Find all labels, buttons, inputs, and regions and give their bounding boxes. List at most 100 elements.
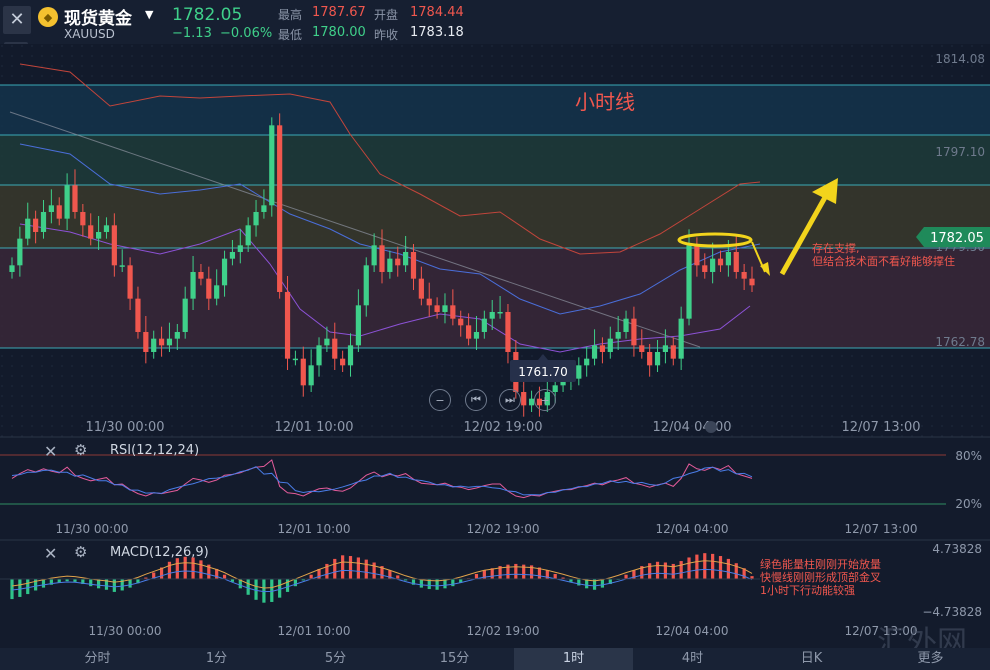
candle-body: [103, 225, 110, 232]
zoom-out-button[interactable]: −: [429, 389, 451, 411]
rsi-settings-icon[interactable]: ⚙: [74, 441, 88, 459]
macd-bar: [128, 579, 132, 588]
candle-body: [528, 398, 535, 406]
candle-body: [694, 245, 700, 266]
macd-bar: [750, 576, 754, 579]
up-arrow-icon: [779, 190, 831, 276]
macd-bar: [632, 570, 636, 579]
macd-bar: [341, 555, 345, 579]
macd-bar: [49, 579, 53, 585]
candle-body: [418, 278, 424, 299]
tab-5min[interactable]: 5分: [324, 651, 347, 666]
macd-bar: [443, 579, 447, 589]
bollinger-upper: [19, 63, 761, 255]
macd-bar: [96, 579, 101, 589]
macd-bar: [89, 579, 93, 587]
macd-bar: [167, 561, 172, 579]
macd-bar: [404, 579, 408, 581]
candle-body: [135, 298, 141, 332]
candle-body: [458, 318, 464, 326]
macd-bar: [278, 579, 282, 598]
macd-bar: [687, 557, 691, 579]
macd-bar: [26, 579, 30, 595]
macd-bar: [230, 579, 235, 582]
macd-bar: [325, 563, 329, 579]
rsi-close-icon[interactable]: ✕: [44, 442, 58, 461]
candle-body: [158, 338, 165, 346]
candle-body: [599, 345, 606, 352]
macd-bar: [711, 553, 715, 579]
macd-bar: [679, 561, 683, 579]
tab-fenshi[interactable]: 分时: [84, 651, 111, 666]
tab-more[interactable]: 更多: [917, 651, 944, 666]
candle-body: [639, 345, 645, 352]
macd-bar: [459, 579, 463, 583]
high-value: 1787.67: [312, 5, 366, 20]
macd-x-label-2: 12/01 10:00: [278, 624, 351, 638]
rsi-x-label-5: 12/07 13:00: [845, 522, 918, 536]
tab-1hour[interactable]: 1时: [514, 648, 633, 670]
macd-settings-icon[interactable]: ⚙: [74, 543, 88, 561]
candle-body: [521, 391, 527, 406]
candle-body: [473, 331, 480, 339]
crosshair-handle-icon[interactable]: [705, 421, 717, 433]
annotation-title: 小时线: [575, 90, 635, 114]
macd-bar: [254, 579, 258, 600]
macd-bar: [608, 579, 612, 585]
candle-body: [710, 258, 716, 272]
tab-1min[interactable]: 1分: [205, 651, 228, 666]
macd-bar: [136, 579, 140, 584]
candle-body: [623, 318, 629, 332]
scroll-end-button[interactable]: ⏭: [499, 389, 521, 411]
macd-bar: [175, 558, 179, 579]
macd-bar: [388, 570, 392, 579]
candle-body: [40, 211, 47, 232]
instrument-name[interactable]: 现货黄金: [64, 9, 132, 29]
candle-body: [284, 291, 291, 359]
instrument-dropdown-caret-icon[interactable]: ▼: [145, 8, 154, 21]
main-x-label-2: 12/01 10:00: [274, 420, 353, 435]
candle-body: [426, 298, 432, 306]
tab-15min[interactable]: 15分: [439, 651, 470, 666]
macd-bar: [522, 564, 526, 579]
macd-bar: [718, 556, 723, 579]
low-marker: [510, 360, 576, 382]
macd-bar: [435, 579, 439, 590]
macd-bar: [553, 573, 557, 579]
rsi-x-label-4: 12/04 04:00: [656, 522, 729, 536]
tab-4hour[interactable]: 4时: [681, 651, 704, 666]
down-arrow-head-icon: [760, 262, 770, 276]
macd-bar: [18, 579, 22, 597]
rsi-x-label-1: 11/30 00:00: [56, 522, 129, 536]
macd-x-label-5: 12/07 13:00: [845, 624, 918, 638]
macd-bar: [238, 579, 242, 589]
candle-body: [465, 325, 472, 339]
chart-canvas[interactable]: 1814.08 1797.10 1779.50 1762.78 小时线 1782…: [0, 44, 990, 670]
macd-bar: [742, 568, 746, 579]
macd-bar: [734, 563, 738, 579]
candle-body: [434, 305, 440, 312]
macd-close-icon[interactable]: ✕: [44, 544, 58, 563]
candle-body: [347, 345, 354, 366]
macd-bar: [726, 558, 730, 579]
zoom-in-button[interactable]: +: [534, 389, 556, 411]
macd-bar: [640, 566, 644, 579]
scroll-start-button[interactable]: ⏮: [465, 389, 487, 411]
macd-bar: [10, 579, 14, 600]
main-x-label-1: 11/30 00:00: [85, 420, 164, 435]
macd-bar: [648, 563, 652, 579]
candle-body: [72, 185, 78, 212]
close-icon[interactable]: ✕: [3, 6, 31, 34]
candle-body: [505, 311, 511, 352]
candle-body: [749, 278, 755, 286]
macd-bar: [498, 566, 502, 579]
tab-daily[interactable]: 日K: [800, 651, 823, 666]
candle-body: [662, 345, 669, 352]
macd-bar: [529, 565, 534, 579]
candle-body: [654, 351, 661, 366]
macd-bar: [482, 570, 486, 579]
macd-bar: [293, 579, 298, 587]
zone-mid: [0, 185, 990, 248]
macd-bar: [301, 579, 305, 581]
macd-bar: [663, 562, 668, 579]
